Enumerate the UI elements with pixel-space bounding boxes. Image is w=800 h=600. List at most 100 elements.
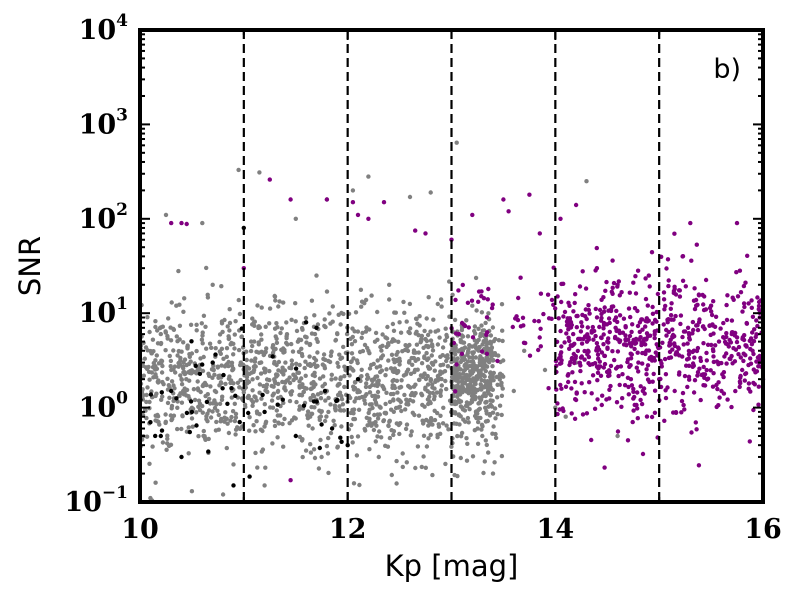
gray-data-point xyxy=(458,404,464,409)
gray-data-point xyxy=(438,393,443,398)
purple-data-point xyxy=(598,318,604,323)
gray-data-point xyxy=(252,323,257,328)
gray-data-point xyxy=(244,374,250,380)
purple-data-point xyxy=(646,273,651,278)
gray-data-point xyxy=(148,495,153,501)
purple-data-point xyxy=(586,303,591,308)
purple-data-point xyxy=(724,302,729,308)
purple-data-point xyxy=(750,348,755,353)
gray-data-point xyxy=(267,306,273,311)
gray-data-point xyxy=(419,393,425,398)
purple-data-point xyxy=(748,361,754,366)
gray-data-point xyxy=(189,489,195,494)
gray-data-point xyxy=(284,332,290,337)
purple-data-point xyxy=(627,364,632,369)
gray-data-point xyxy=(323,324,328,330)
gray-data-point xyxy=(615,433,620,439)
gray-data-point xyxy=(482,373,487,379)
gray-data-point xyxy=(329,377,334,382)
purple-data-point xyxy=(677,288,682,293)
gray-data-point xyxy=(281,444,286,449)
purple-data-point xyxy=(571,351,576,357)
gray-data-point xyxy=(309,411,314,417)
gray-data-point xyxy=(426,356,431,361)
gray-data-point xyxy=(483,337,489,342)
gray-data-point xyxy=(159,397,164,402)
gray-data-point xyxy=(269,383,274,389)
purple-data-point xyxy=(571,357,576,362)
gray-data-point xyxy=(499,412,504,418)
purple-data-point xyxy=(664,266,669,271)
purple-data-point xyxy=(602,361,608,367)
purple-data-point xyxy=(661,290,667,295)
purple-data-point xyxy=(668,306,673,311)
gray-data-point xyxy=(465,365,470,370)
black-data-point xyxy=(225,401,230,406)
black-data-point xyxy=(329,426,335,431)
gray-data-point xyxy=(165,400,171,406)
purple-data-point xyxy=(724,331,729,336)
gray-data-point xyxy=(499,393,505,398)
gray-data-point xyxy=(438,413,443,418)
purple-data-point xyxy=(690,331,695,336)
gray-data-point xyxy=(275,395,281,401)
gray-data-point xyxy=(207,396,212,402)
gray-data-point xyxy=(223,381,228,387)
gray-data-point xyxy=(428,329,433,334)
purple-data-point xyxy=(595,397,600,402)
purple-data-point xyxy=(579,354,584,359)
gray-data-point xyxy=(386,358,391,363)
purple-data-point xyxy=(617,313,623,318)
gray-data-point xyxy=(407,194,413,200)
gray-data-point xyxy=(205,419,210,424)
gray-data-point xyxy=(417,314,422,319)
gray-data-point xyxy=(475,441,481,446)
purple-data-point xyxy=(712,324,718,329)
purple-data-point xyxy=(741,283,747,289)
gray-data-point xyxy=(432,386,437,391)
gray-data-point xyxy=(374,423,379,428)
purple-data-point xyxy=(631,280,636,285)
purple-data-point xyxy=(567,303,572,308)
gray-data-point xyxy=(321,356,326,362)
gray-data-point xyxy=(478,396,483,402)
gray-data-point xyxy=(145,385,150,390)
purple-data-point xyxy=(701,302,706,307)
purple-data-point xyxy=(595,370,601,375)
gray-data-point xyxy=(374,374,380,379)
gray-data-point xyxy=(154,353,159,358)
gray-data-point xyxy=(472,324,478,329)
gray-data-point xyxy=(473,275,479,281)
gray-data-point xyxy=(440,353,445,358)
gray-data-point xyxy=(154,391,159,396)
gray-data-point xyxy=(394,458,399,464)
gray-data-point xyxy=(352,339,358,344)
gray-data-point xyxy=(247,371,252,376)
gray-data-point xyxy=(201,354,206,360)
gray-data-point xyxy=(362,301,367,306)
purple-data-point xyxy=(596,356,601,361)
gray-data-point xyxy=(210,409,215,414)
gray-data-point xyxy=(177,393,182,398)
gray-data-point xyxy=(142,356,147,361)
purple-data-point xyxy=(635,416,640,421)
gray-data-point xyxy=(339,424,344,429)
purple-data-point xyxy=(599,297,604,302)
gray-data-point xyxy=(289,389,295,394)
gray-data-point xyxy=(308,450,314,455)
gray-data-point xyxy=(189,405,195,410)
purple-data-point xyxy=(580,312,585,318)
gray-data-point xyxy=(219,397,225,402)
purple-data-point xyxy=(652,335,657,341)
gray-data-point xyxy=(384,336,390,341)
black-data-point xyxy=(148,392,154,397)
y-tick-label: 104 xyxy=(79,11,129,46)
gray-data-point xyxy=(209,345,214,350)
gray-data-point xyxy=(181,309,186,314)
purple-data-point xyxy=(754,318,759,323)
gray-data-point xyxy=(351,416,356,422)
gray-data-point xyxy=(486,391,491,396)
purple-data-point xyxy=(696,292,702,297)
gray-data-point xyxy=(311,379,316,385)
gray-data-point xyxy=(237,385,242,390)
